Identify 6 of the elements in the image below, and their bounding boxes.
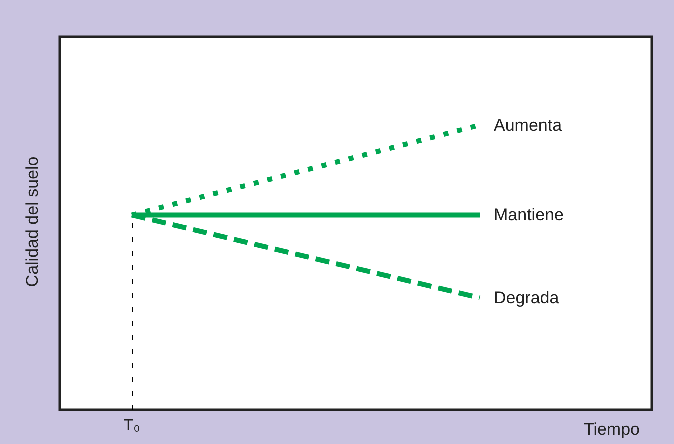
series-label: Degrada bbox=[494, 288, 560, 308]
y-axis-title: Calidad del suelo bbox=[23, 156, 42, 288]
text: T₀ bbox=[124, 418, 140, 434]
series-label: Mantiene bbox=[494, 206, 564, 225]
series-label: Aumenta bbox=[494, 116, 563, 135]
x-axis-title: Tiempo bbox=[584, 420, 640, 439]
